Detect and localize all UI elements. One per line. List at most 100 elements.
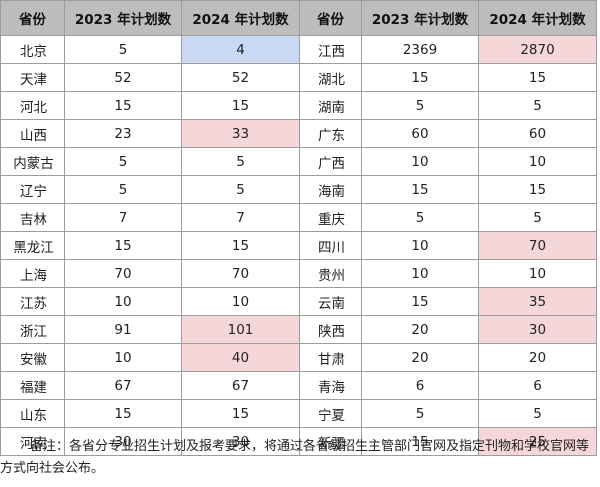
plan-2023-cell: 67 <box>64 371 182 400</box>
province-cell: 四川 <box>299 231 362 260</box>
table-row: 北京 5 4 江西 2369 2870 <box>0 35 597 64</box>
plan-2023-cell: 10 <box>361 231 479 260</box>
plan-2023-cell: 15 <box>361 287 479 316</box>
province-cell: 海南 <box>299 175 362 204</box>
table-row: 安徽 10 40 甘肃 20 20 <box>0 343 597 372</box>
plan-2023-cell: 6 <box>361 371 479 400</box>
province-cell: 陕西 <box>299 315 362 344</box>
plan-2024-cell: 52 <box>181 63 300 92</box>
province-cell: 江苏 <box>0 287 65 316</box>
plan-2024-cell: 15 <box>478 175 597 204</box>
province-cell: 广东 <box>299 119 362 148</box>
province-cell: 天津 <box>0 63 65 92</box>
plan-2023-cell: 15 <box>64 399 182 428</box>
province-cell: 宁夏 <box>299 399 362 428</box>
province-cell: 河南 <box>0 427 65 456</box>
plan-2024-cell: 70 <box>181 259 300 288</box>
plan-2024-cell: 4 <box>181 35 300 64</box>
province-cell: 甘肃 <box>299 343 362 372</box>
plan-2023-cell: 60 <box>361 119 479 148</box>
province-cell: 河北 <box>0 91 65 120</box>
plan-2024-cell: 5 <box>478 91 597 120</box>
table-row: 浙江 91 101 陕西 20 30 <box>0 315 597 344</box>
province-cell: 湖南 <box>299 91 362 120</box>
province-cell: 上海 <box>0 259 65 288</box>
province-cell: 江西 <box>299 35 362 64</box>
province-cell: 北京 <box>0 35 65 64</box>
table-row: 黑龙江 15 15 四川 10 70 <box>0 231 597 260</box>
plan-2023-cell: 5 <box>361 399 479 428</box>
table-body: 北京 5 4 江西 2369 2870 天津 52 52 湖北 15 15 河北 15 15 湖南 5 5 山西 23… <box>0 35 597 456</box>
plan-2023-cell: 15 <box>64 91 182 120</box>
header-2024-left: 2024 年计划数 <box>181 0 300 36</box>
plan-2023-cell: 91 <box>64 315 182 344</box>
plan-2023-cell: 5 <box>361 203 479 232</box>
province-cell: 安徽 <box>0 343 65 372</box>
table-row: 山东 15 15 宁夏 5 5 <box>0 399 597 428</box>
plan-2024-cell: 101 <box>181 315 300 344</box>
plan-2024-cell: 5 <box>478 399 597 428</box>
province-cell: 广西 <box>299 147 362 176</box>
table-header-row: 省份 2023 年计划数 2024 年计划数 省份 2023 年计划数 2024… <box>0 0 597 36</box>
plan-2024-cell: 30 <box>478 315 597 344</box>
plan-2024-cell: 15 <box>181 91 300 120</box>
plan-2024-cell: 67 <box>181 371 300 400</box>
plan-2024-cell: 5 <box>478 203 597 232</box>
plan-2024-cell: 6 <box>478 371 597 400</box>
plan-2023-cell: 15 <box>361 63 479 92</box>
province-cell: 重庆 <box>299 203 362 232</box>
province-cell: 浙江 <box>0 315 65 344</box>
enrollment-plan-table: 省份 2023 年计划数 2024 年计划数 省份 2023 年计划数 2024… <box>0 0 597 456</box>
plan-2023-cell: 15 <box>64 231 182 260</box>
header-2024-right: 2024 年计划数 <box>478 0 597 36</box>
province-cell: 贵州 <box>299 259 362 288</box>
plan-2023-cell: 70 <box>64 259 182 288</box>
plan-2023-cell: 20 <box>361 343 479 372</box>
table-row: 江苏 10 10 云南 15 35 <box>0 287 597 316</box>
province-cell: 吉林 <box>0 203 65 232</box>
table-row: 上海 70 70 贵州 10 10 <box>0 259 597 288</box>
province-cell: 山东 <box>0 399 65 428</box>
table-row: 山西 23 33 广东 60 60 <box>0 119 597 148</box>
plan-2024-cell: 5 <box>181 175 300 204</box>
plan-2024-cell: 10 <box>478 259 597 288</box>
plan-2024-cell: 35 <box>478 287 597 316</box>
plan-2024-cell: 40 <box>181 343 300 372</box>
plan-2024-cell: 33 <box>181 119 300 148</box>
province-cell: 福建 <box>0 371 65 400</box>
province-cell: 内蒙古 <box>0 147 65 176</box>
table-row: 天津 52 52 湖北 15 15 <box>0 63 597 92</box>
plan-2024-cell: 20 <box>478 343 597 372</box>
plan-2024-cell: 70 <box>478 231 597 260</box>
header-province-left: 省份 <box>0 0 65 36</box>
plan-2024-cell: 7 <box>181 203 300 232</box>
plan-2024-cell: 15 <box>181 231 300 260</box>
plan-2024-cell: 60 <box>478 119 597 148</box>
plan-2023-cell: 10 <box>64 287 182 316</box>
plan-2023-cell: 10 <box>361 259 479 288</box>
province-cell: 山西 <box>0 119 65 148</box>
plan-2024-cell: 5 <box>181 147 300 176</box>
plan-2023-cell: 5 <box>64 175 182 204</box>
province-cell: 黑龙江 <box>0 231 65 260</box>
province-cell: 青海 <box>299 371 362 400</box>
plan-2024-cell: 15 <box>181 399 300 428</box>
plan-2024-cell: 10 <box>478 147 597 176</box>
plan-2023-cell: 52 <box>64 63 182 92</box>
header-province-right: 省份 <box>299 0 362 36</box>
table-row: 吉林 7 7 重庆 5 5 <box>0 203 597 232</box>
plan-2023-cell: 2369 <box>361 35 479 64</box>
plan-2023-cell: 10 <box>64 343 182 372</box>
table-row: 福建 67 67 青海 6 6 <box>0 371 597 400</box>
province-cell: 新疆 <box>299 427 362 456</box>
province-cell: 辽宁 <box>0 175 65 204</box>
plan-2023-cell: 20 <box>361 315 479 344</box>
plan-2023-cell: 30 <box>64 427 182 456</box>
table-row: 河北 15 15 湖南 5 5 <box>0 91 597 120</box>
plan-2024-cell: 15 <box>478 63 597 92</box>
plan-2023-cell: 5 <box>361 91 479 120</box>
plan-2023-cell: 5 <box>64 35 182 64</box>
table-row: 河南 30 30 新疆 15 25 <box>0 427 597 456</box>
province-cell: 云南 <box>299 287 362 316</box>
plan-2023-cell: 5 <box>64 147 182 176</box>
